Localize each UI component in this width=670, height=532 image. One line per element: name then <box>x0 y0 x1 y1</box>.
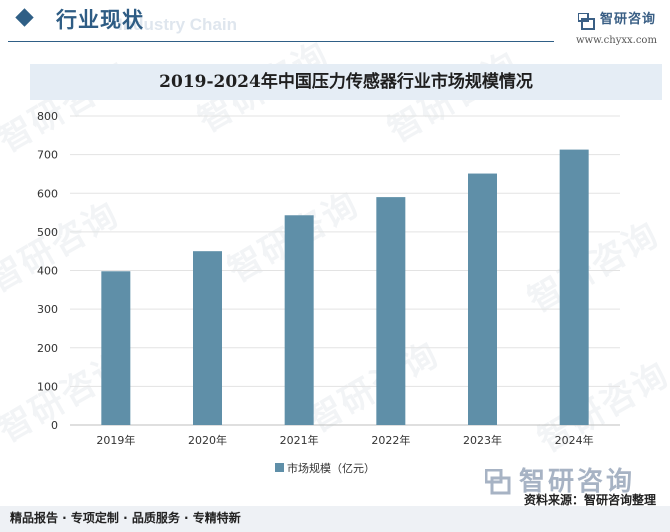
logo-name: 智研咨询 <box>600 12 657 27</box>
header-divider <box>8 41 554 42</box>
y-tick-label: 0 <box>51 419 58 432</box>
footer-logo: 智研咨询 <box>485 466 670 498</box>
y-tick-label: 200 <box>37 342 58 355</box>
legend-label: 市场规模（亿元） <box>287 461 375 475</box>
bar <box>284 215 314 425</box>
bar <box>559 149 589 425</box>
y-tick-label: 600 <box>37 187 58 200</box>
x-tick-label: 2019年 <box>96 433 135 447</box>
y-tick-label: 300 <box>37 303 58 316</box>
chyxx-logo-icon <box>485 469 511 495</box>
legend-swatch <box>275 463 284 472</box>
x-tick-label: 2024年 <box>555 433 594 447</box>
chyxx-logo-icon <box>578 13 595 30</box>
bar <box>376 197 406 425</box>
data-source: 资料来源：智研咨询整理 <box>523 493 656 507</box>
logo-url: www.chyxx.com <box>576 35 657 46</box>
y-tick-label: 100 <box>37 380 58 393</box>
chart-title-bar: 2019-2024年中国压力传感器行业市场规模情况 <box>30 64 662 100</box>
x-tick-label: 2021年 <box>280 433 319 447</box>
y-tick-label: 400 <box>37 265 58 278</box>
y-tick-label: 700 <box>37 149 58 162</box>
bar <box>468 173 497 425</box>
x-tick-label: 2022年 <box>371 433 410 447</box>
x-tick-label: 2020年 <box>188 433 227 447</box>
footer-slogan: 精品报告 · 专项定制 · 品质服务 · 专精特新 <box>10 511 241 525</box>
page-header: Industry Chain 行业现状 智研咨询 www.chyxx.com <box>0 0 670 56</box>
footer-logo-name: 智研咨询 <box>519 467 636 497</box>
section-subtitle: Industry Chain <box>118 15 238 34</box>
y-tick-label: 800 <box>37 110 58 123</box>
y-tick-label: 500 <box>37 226 58 239</box>
footer-bar <box>0 506 670 532</box>
x-tick-label: 2023年 <box>463 433 502 447</box>
section-title: 行业现状 <box>56 8 144 32</box>
chart-title: 2019-2024年中国压力传感器行业市场规模情况 <box>159 72 533 92</box>
bar <box>193 251 222 425</box>
bar <box>101 271 131 425</box>
